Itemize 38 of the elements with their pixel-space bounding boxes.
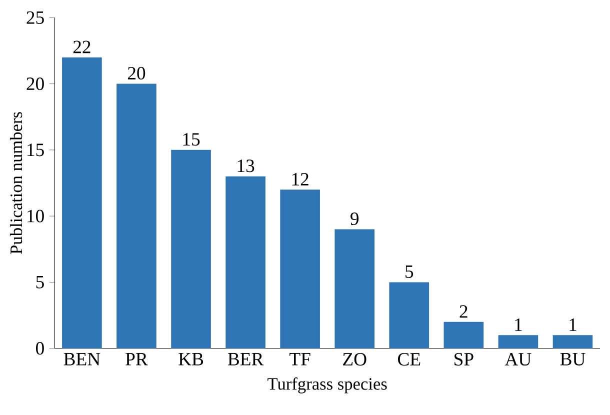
x-tick-label: ZO (343, 353, 366, 366)
bar (171, 150, 211, 348)
data-label: 12 (292, 172, 308, 186)
x-tick-label: BER (228, 353, 264, 366)
y-tick-label: 25 (26, 11, 44, 24)
bar (116, 84, 156, 348)
x-tick-label: PR (126, 353, 148, 366)
x-axis-title: Turfgrass species (268, 377, 387, 394)
data-label: 15 (183, 133, 200, 146)
bar (334, 229, 375, 348)
y-axis-title: Publication numbers (10, 112, 22, 254)
bar (444, 322, 484, 348)
x-tick-label: AU (504, 353, 532, 366)
x-tick-label: CE (398, 353, 420, 366)
x-tick-label: TF (290, 353, 310, 366)
x-tick-label: KB (178, 353, 204, 366)
data-label: 20 (128, 66, 146, 80)
data-label: 1 (570, 318, 576, 331)
bar (498, 335, 538, 348)
bar (389, 282, 430, 348)
x-tick-label: BU (560, 353, 586, 366)
y-tick-label: 5 (36, 276, 44, 288)
bar (226, 176, 266, 348)
data-label: 22 (73, 40, 90, 54)
data-label: 2 (460, 305, 468, 318)
data-label: 9 (350, 212, 359, 226)
bar (62, 57, 102, 348)
bar (280, 190, 320, 348)
data-label: 5 (406, 266, 414, 278)
y-tick-label: 10 (28, 210, 44, 222)
data-label: 13 (238, 160, 254, 172)
x-tick-label: SP (454, 353, 474, 366)
y-tick-label: 0 (36, 342, 44, 355)
bar (552, 335, 593, 348)
data-label: 1 (515, 318, 522, 331)
y-tick-label: 20 (26, 78, 44, 90)
y-tick-label: 15 (28, 144, 44, 156)
x-tick-label: BEN (64, 353, 100, 366)
